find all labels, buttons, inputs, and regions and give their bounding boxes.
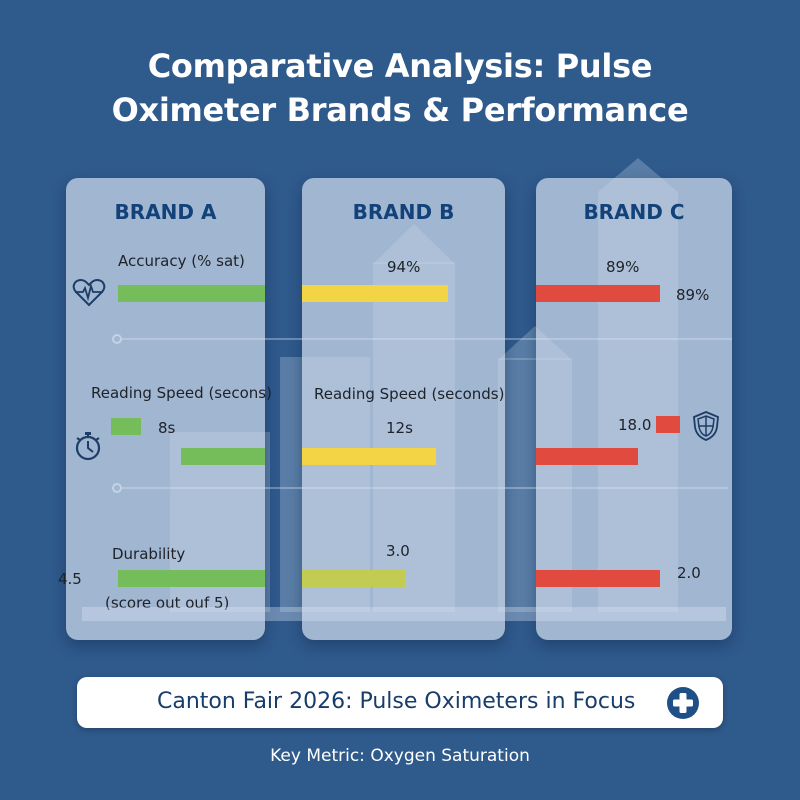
stopwatch-icon: [75, 432, 101, 461]
brand-c-panel: BRAND C 89% 89% 18.0 2.0: [536, 178, 732, 640]
brand-c-accuracy-value-top: 89%: [606, 258, 640, 276]
brand-b-speed-label: Reading Speed (seconds): [314, 385, 505, 403]
guide-line-2: [122, 487, 728, 489]
brand-b-accuracy-value: 94%: [387, 258, 421, 276]
brand-c-speed-value: 18.0: [618, 416, 652, 434]
brand-c-durability-bar: [536, 570, 660, 587]
brand-c-durability-value: 2.0: [677, 564, 701, 582]
brand-b-speed-bar: [302, 448, 436, 465]
event-banner: Canton Fair 2026: Pulse Oximeters in Foc…: [77, 677, 723, 728]
brand-a-speed-value: 8s: [158, 419, 176, 437]
brand-c-accuracy-bar: [536, 285, 660, 302]
brand-a-durability-bar: [118, 570, 265, 587]
title-line-1: Comparative Analysis: Pulse: [147, 47, 653, 85]
durability-label: Durability: [112, 545, 186, 563]
guide-line-1: [122, 338, 732, 340]
brand-b-title: BRAND B: [352, 200, 455, 224]
brand-c-title: BRAND C: [583, 200, 685, 224]
brand-a-speed-legend-swatch: [111, 418, 141, 435]
durability-note: (score out ouf 5): [105, 594, 230, 612]
key-metric-subtitle: Key Metric: Oxygen Saturation: [270, 746, 530, 766]
shield-icon: [693, 411, 719, 441]
speed-label: Reading Speed (secons): [91, 384, 272, 402]
brand-b-panel: BRAND B 94% Reading Speed (seconds) 12s …: [302, 178, 505, 640]
brand-a-title: BRAND A: [114, 200, 217, 224]
accuracy-label: Accuracy (% sat): [118, 252, 245, 270]
heart-pulse-icon: [72, 278, 106, 307]
brand-b-speed-value: 12s: [386, 419, 413, 437]
banner-text: Canton Fair 2026: Pulse Oximeters in Foc…: [157, 689, 636, 714]
brand-a-speed-bar: [181, 448, 265, 465]
brand-b-accuracy-bar: [302, 285, 448, 302]
guide-dot-2: [112, 483, 122, 493]
brand-b-durability-bar: [302, 570, 405, 587]
brand-a-accuracy-bar: [118, 285, 265, 302]
chart-baseline: [82, 607, 726, 621]
title-line-2: Oximeter Brands & Performance: [111, 91, 689, 129]
brand-a-durability-value: 4.5: [58, 570, 82, 588]
brand-a-panel: BRAND A Accuracy (% sat) Reading Speed (…: [58, 178, 272, 640]
guide-dot-1: [112, 334, 122, 344]
brand-c-accuracy-value-side: 89%: [676, 286, 710, 304]
brand-c-speed-bar: [536, 448, 638, 465]
page-title: Comparative Analysis: Pulse Oximeter Bra…: [0, 44, 800, 132]
brand-c-speed-legend-swatch: [656, 416, 680, 433]
medical-cross-icon: [667, 687, 699, 719]
brand-b-durability-value: 3.0: [386, 542, 410, 560]
